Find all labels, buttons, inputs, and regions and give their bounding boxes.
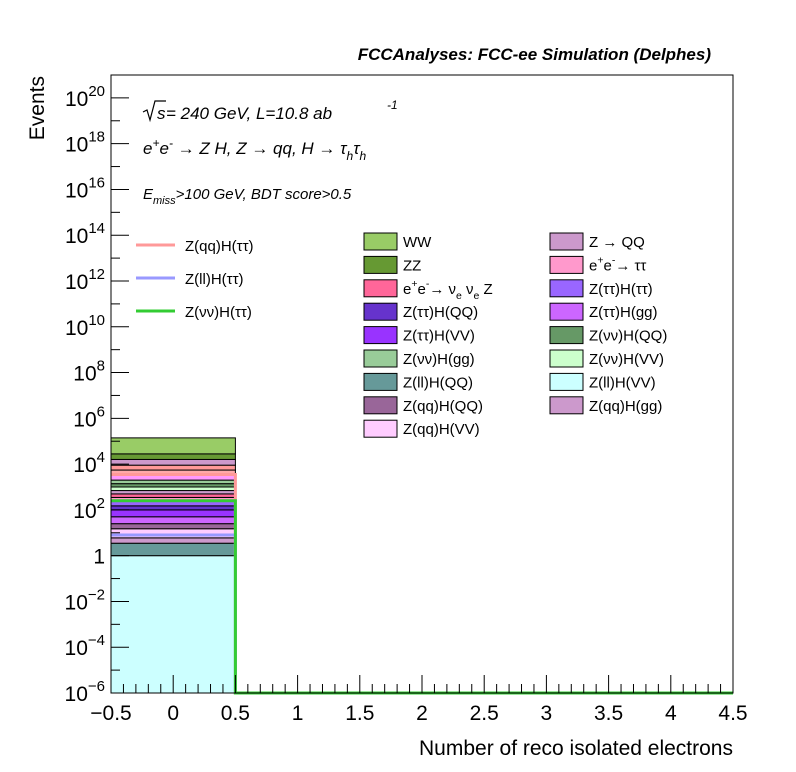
y-tick-label: 10−6 bbox=[65, 678, 105, 706]
svg-text:e+e- → Z H, Z → qq, H → τhτh: e+e- → Z H, Z → qq, H → τhτh bbox=[143, 136, 367, 163]
y-tick-label: 1 bbox=[93, 546, 105, 569]
y-tick-label: 108 bbox=[73, 358, 105, 386]
y-tick-label: 10−2 bbox=[65, 586, 105, 614]
legend-swatch bbox=[363, 419, 398, 438]
stack-bar bbox=[110, 523, 236, 530]
y-tick-label: 106 bbox=[73, 403, 105, 431]
legend-swatch bbox=[549, 396, 584, 415]
legend-label: WW bbox=[403, 234, 432, 251]
stack-bar bbox=[110, 453, 236, 460]
legend-label: Z(ττ)H(VV) bbox=[403, 328, 475, 345]
x-tick-label: 1 bbox=[292, 702, 304, 725]
y-tick-label: 1014 bbox=[65, 220, 105, 248]
x-tick-label: −0.5 bbox=[90, 702, 131, 725]
stack-bar bbox=[110, 437, 236, 455]
legend-label: e+e-→ νe νe Z bbox=[403, 278, 493, 302]
stack-bar bbox=[110, 458, 236, 466]
sqrt-argument: s bbox=[157, 104, 166, 123]
legend-swatch bbox=[363, 279, 398, 298]
background-legend: WW Z → QQ ZZ e+e-→ ττ e+e-→ νe νe Z Z(ττ)H(ττ… bbox=[363, 232, 667, 438]
legend-label: Z(qq)H(QQ) bbox=[403, 398, 483, 415]
legend-swatch bbox=[363, 232, 398, 251]
legend-label: Z(ττ)H(ττ) bbox=[589, 281, 653, 298]
legend-swatch bbox=[549, 255, 584, 274]
legend-swatch bbox=[363, 396, 398, 415]
process-annotation: e+e- → Z H, Z → qq, H → τhτh bbox=[143, 136, 367, 163]
stack-bar bbox=[110, 483, 236, 488]
legend-label: e+e-→ ττ bbox=[589, 254, 646, 274]
chart-title: FCCAnalyses: FCC-ee Simulation (Delphes) bbox=[358, 45, 712, 64]
x-tick-label: 3 bbox=[541, 702, 553, 725]
x-tick-label: 4.5 bbox=[718, 702, 747, 725]
legend-swatch bbox=[363, 326, 398, 345]
svg-text:Emiss>100 GeV, BDT score>0.5: Emiss>100 GeV, BDT score>0.5 bbox=[143, 186, 352, 207]
energy-annotation: s = 240 GeV, L=10.8 ab -1 bbox=[142, 98, 398, 123]
x-tick-label: 3.5 bbox=[594, 702, 623, 725]
y-tick-label: 1010 bbox=[65, 312, 105, 340]
y-axis: 1020 1018 1016 1014 1012 1010 108 106 104 102 1 10−… bbox=[65, 74, 129, 706]
legend-label: Z(qq)H(gg) bbox=[589, 398, 662, 415]
stack-bar bbox=[110, 516, 236, 525]
legend-label: Z(νν)H(QQ) bbox=[589, 328, 667, 345]
x-tick-label: 2 bbox=[416, 702, 428, 725]
legend-swatch bbox=[549, 326, 584, 345]
legend-label: Z(νν)H(ττ) bbox=[185, 304, 252, 321]
x-tick-label: 0.5 bbox=[221, 702, 250, 725]
legend-label: Z(qq)H(ττ) bbox=[185, 238, 254, 255]
stack-bar bbox=[110, 479, 236, 485]
selection-annotation: Emiss>100 GeV, BDT score>0.5 bbox=[143, 186, 352, 207]
lumi-unit-exponent: -1 bbox=[387, 98, 398, 112]
legend-label: Z(νν)H(gg) bbox=[403, 351, 475, 368]
legend-swatch bbox=[549, 279, 584, 298]
stack-bar bbox=[110, 474, 236, 481]
stack-bar bbox=[110, 464, 236, 471]
stack-bar bbox=[110, 490, 236, 495]
legend-swatch bbox=[363, 255, 398, 274]
legend-label: Z → QQ bbox=[589, 234, 645, 251]
legend-label: Z(ττ)H(QQ) bbox=[403, 304, 478, 321]
y-tick-label: 10−4 bbox=[65, 632, 105, 660]
stack-bar bbox=[110, 486, 236, 492]
stack-bar bbox=[110, 493, 236, 498]
x-tick-label: 4 bbox=[665, 702, 677, 725]
legend-swatch bbox=[363, 372, 398, 391]
legend-swatch bbox=[549, 372, 584, 391]
sqrt-sign bbox=[142, 100, 166, 123]
x-tick-label: 2.5 bbox=[470, 702, 499, 725]
legend-swatch bbox=[363, 302, 398, 321]
y-tick-label: 104 bbox=[73, 449, 105, 477]
stack-bar bbox=[110, 555, 236, 694]
legend-label: Z(ll)H(ττ) bbox=[185, 271, 244, 288]
legend-swatch bbox=[549, 302, 584, 321]
y-tick-label: 1016 bbox=[65, 174, 105, 202]
x-tick-label: 1.5 bbox=[345, 702, 374, 725]
y-tick-label: 1020 bbox=[65, 83, 105, 111]
legend-label: Z(qq)H(VV) bbox=[403, 421, 480, 438]
legend-label: Z(ll)H(QQ) bbox=[403, 374, 473, 391]
energy-lumi-text: = 240 GeV, L=10.8 ab bbox=[166, 104, 332, 123]
legend-swatch bbox=[363, 349, 398, 368]
x-tick-label: 0 bbox=[167, 702, 179, 725]
stack-bar bbox=[110, 509, 236, 518]
legend-label: Z(ll)H(VV) bbox=[589, 374, 656, 391]
x-axis: −0.5 0 0.5 1 1.5 2 2.5 3 3.5 4 4.5 bbox=[90, 675, 748, 725]
y-tick-label: 1018 bbox=[65, 129, 105, 157]
legend-swatch bbox=[549, 349, 584, 368]
legend-label: Z(νν)H(VV) bbox=[589, 351, 664, 368]
legend-label: ZZ bbox=[403, 257, 421, 274]
legend-swatch bbox=[549, 232, 584, 251]
legend-label: Z(ττ)H(gg) bbox=[589, 304, 658, 321]
y-tick-label: 1012 bbox=[65, 266, 105, 294]
stack-bar bbox=[110, 537, 236, 544]
stacked-histogram bbox=[110, 437, 236, 694]
x-axis-label: Number of reco isolated electrons bbox=[419, 737, 733, 760]
y-axis-label: Events bbox=[26, 76, 49, 140]
signal-legend: Z(qq)H(ττ) Z(ll)H(ττ) Z(νν)H(ττ) bbox=[136, 238, 254, 321]
stack-bar bbox=[110, 505, 236, 511]
stack-bar bbox=[110, 542, 236, 557]
y-tick-label: 102 bbox=[73, 495, 105, 523]
